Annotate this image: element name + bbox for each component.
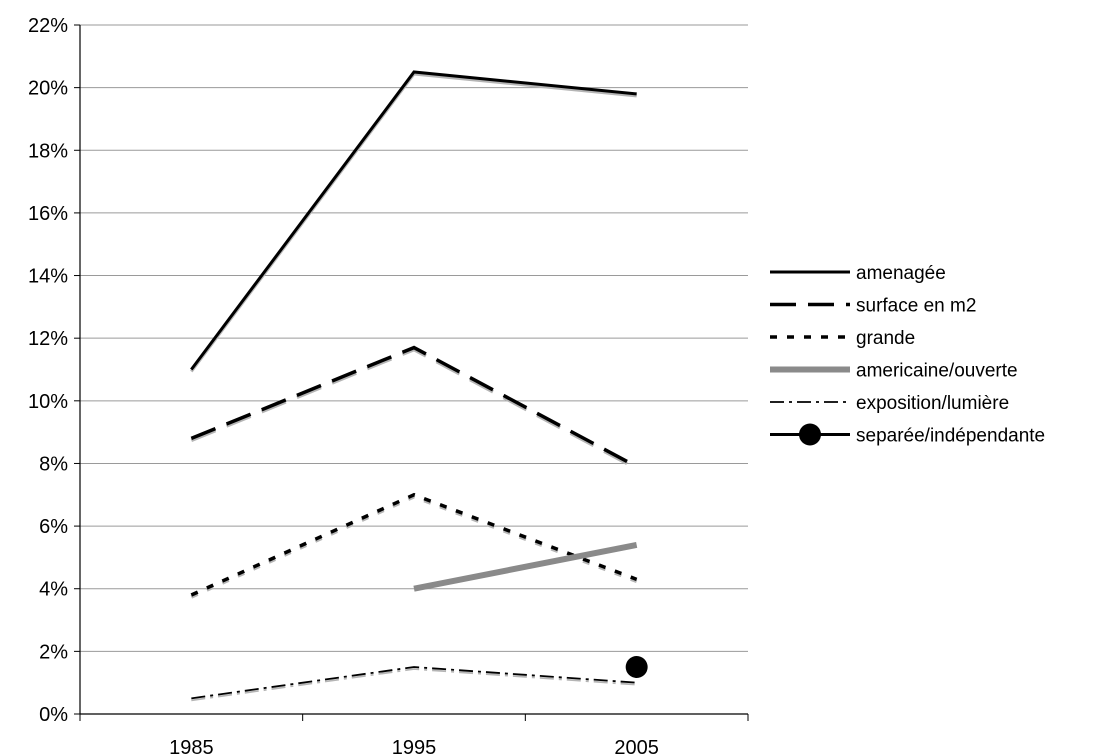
legend-item-4: exposition/lumière [770, 393, 1009, 414]
series-0-shadow-0 [190, 72, 637, 373]
legend-label-5: separée/indépendante [856, 426, 1045, 447]
series-1 [190, 345, 638, 471]
legend-item-3: americaine/ouverte [770, 361, 1018, 382]
legend-label-2: grande [856, 328, 915, 349]
legend-item-5: separée/indépendante [770, 423, 1045, 447]
series-5 [625, 656, 648, 679]
y-tick-label-12: 12% [28, 328, 68, 350]
series-1-shadow-0 [190, 347, 638, 471]
axes [74, 24, 749, 721]
x-tick-label-1995: 1995 [392, 737, 437, 756]
series-0-line-0 [190, 70, 637, 371]
legend-label-4: exposition/lumière [856, 393, 1009, 414]
series-3-line-0 [413, 541, 638, 592]
series-2-shadow-0 [190, 494, 638, 599]
series-2 [190, 492, 638, 599]
x-tick-label-1985: 1985 [169, 737, 214, 756]
x-tick-labels: 1985 1995 2005 [169, 737, 659, 756]
y-tick-labels: 0% 2% 4% 6% 8% 10% 12% 14% 16% 18% 20% 22% [28, 15, 68, 726]
y-tick-label-8: 8% [39, 453, 68, 475]
legend: amenagée surface en m2 grande americaine/ou… [770, 263, 1045, 447]
legend-label-1: surface en m2 [856, 296, 976, 317]
y-tick-label-22: 22% [28, 15, 68, 37]
series-5-point-2005 [625, 656, 648, 679]
legend-item-0: amenagée [770, 263, 946, 284]
y-tick-label-18: 18% [28, 140, 68, 162]
x-tick-label-2005: 2005 [614, 737, 659, 756]
series-lines [190, 70, 648, 702]
series-1-line-0 [190, 345, 638, 469]
series-4-shadow-0 [191, 668, 637, 702]
y-tick-label-16: 16% [28, 203, 68, 225]
gridlines [80, 24, 748, 652]
legend-item-2: grande [770, 328, 915, 349]
series-2-line-0 [190, 492, 638, 597]
y-tick-label-2: 2% [39, 641, 68, 663]
series-0 [190, 70, 637, 373]
series-4 [191, 666, 637, 702]
legend-item-1: surface en m2 [770, 296, 976, 317]
series-3 [413, 541, 638, 592]
legend-marker-5 [799, 423, 821, 446]
y-tick-label-0: 0% [39, 704, 68, 726]
legend-label-3: americaine/ouverte [856, 361, 1018, 382]
y-tick-label-4: 4% [39, 579, 68, 601]
series-4-line-0 [191, 666, 637, 700]
y-tick-label-20: 20% [28, 78, 68, 100]
legend-label-0: amenagée [856, 263, 946, 284]
y-tick-label-6: 6% [39, 516, 68, 538]
y-tick-label-10: 10% [28, 391, 68, 413]
y-tick-label-14: 14% [28, 266, 68, 288]
